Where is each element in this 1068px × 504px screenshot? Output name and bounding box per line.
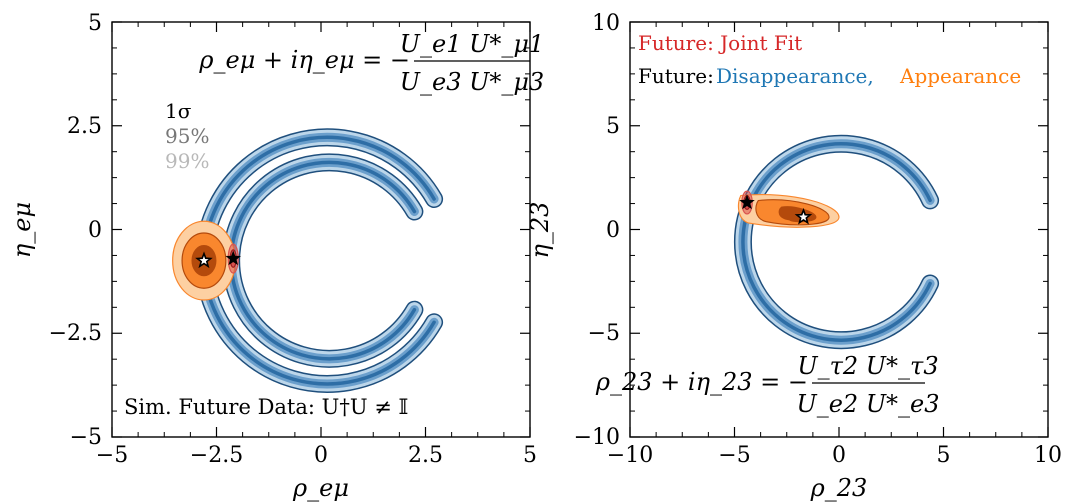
right-marker-fit-star (794, 207, 813, 225)
left-formula-numerator: U_e1 U*_μ1 (400, 30, 544, 58)
cl-label-95: 95% (165, 124, 209, 148)
left-panel: −5 −2.5 0 2.5 5 −5 −2.5 0 2.5 5 ρ_eμ η_e… (8, 11, 544, 502)
right-ytick-label: 0 (606, 218, 620, 243)
left-xtick-label: −2.5 (190, 443, 243, 468)
cl-label-99: 99% (165, 149, 209, 173)
left-formula-lhs: ρ_eμ + iη_eμ = − (198, 46, 410, 74)
left-marker-fit-star (195, 251, 213, 269)
right-formula-lhs: ρ_23 + iη_23 = − (595, 368, 808, 396)
right-ytick-label: −10 (574, 425, 620, 450)
legend-joint-fit: Future: Joint Fit (638, 31, 802, 55)
right-xtick-label: −5 (718, 443, 750, 468)
right-plot-area (734, 134, 940, 350)
right-formula-numerator: U_τ2 U*_τ3 (797, 352, 938, 380)
left-xtick-label: 5 (523, 443, 537, 468)
legend-disappearance: Disappearance, (716, 64, 874, 88)
left-ticks (111, 21, 531, 438)
left-plot-area (172, 128, 444, 393)
left-xlabel: ρ_eμ (292, 474, 349, 502)
left-xtick-label: −5 (96, 443, 128, 468)
right-xtick-label: 10 (1034, 443, 1062, 468)
right-xtick-label: 5 (937, 443, 951, 468)
right-xlabel: ρ_23 (810, 474, 868, 502)
right-disappearance-region-0-core-level-0 (741, 142, 932, 342)
sim-data-annotation: Sim. Future Data: U†U ≠ 𝕀 (124, 395, 408, 419)
left-ytick-label: −2.5 (49, 321, 102, 346)
right-ticks (629, 21, 1049, 438)
left-ylabel: η_eμ (8, 202, 36, 258)
legend-appearance: Appearance (899, 64, 1021, 88)
left-xtick-label: 2.5 (408, 443, 443, 468)
right-formula-denominator: U_e2 U*_e3 (796, 390, 939, 418)
left-xtick-label: 0 (314, 443, 328, 468)
left-ytick-label: −5 (70, 425, 102, 450)
left-formula-denominator: U_e3 U*_μ3 (400, 68, 544, 96)
right-ytick-label: −5 (588, 321, 620, 346)
legend-prefix: Future: (638, 64, 714, 88)
right-panel: −10 −5 0 5 10 −10 −5 0 5 10 ρ_23 η_23 Fu… (526, 11, 1062, 502)
right-ylabel: η_23 (526, 202, 554, 259)
right-ytick-label: 5 (606, 114, 620, 139)
right-xtick-label: −10 (607, 443, 653, 468)
left-marker-true-star (225, 250, 241, 266)
right-ytick-label: 10 (592, 11, 620, 36)
left-ytick-label: 5 (88, 11, 102, 36)
cl-label-1sigma: 1σ (165, 99, 192, 123)
right-marker-true-star (739, 194, 755, 210)
left-ytick-label: 2.5 (67, 114, 102, 139)
right-xtick-label: 0 (832, 443, 846, 468)
left-ytick-label: 0 (88, 218, 102, 243)
